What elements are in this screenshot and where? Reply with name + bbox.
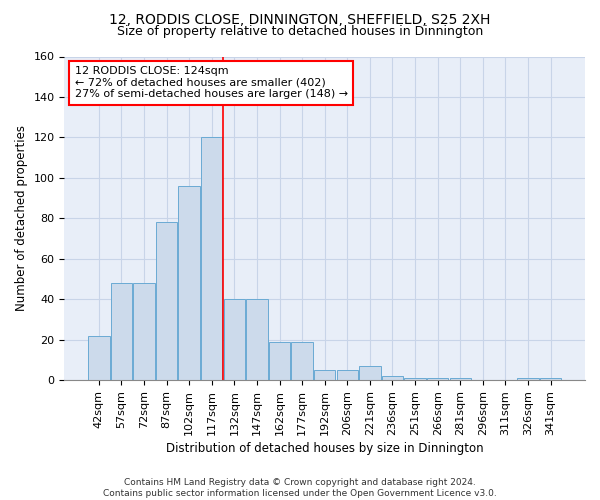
Bar: [110, 283, 132, 380]
Bar: [337, 370, 358, 380]
Y-axis label: Number of detached properties: Number of detached properties: [15, 126, 28, 312]
Bar: [540, 378, 562, 380]
Bar: [269, 342, 290, 380]
Bar: [133, 283, 155, 380]
Bar: [156, 222, 177, 380]
Bar: [314, 370, 335, 380]
Bar: [246, 300, 268, 380]
Bar: [201, 138, 223, 380]
Bar: [224, 300, 245, 380]
Bar: [427, 378, 448, 380]
Bar: [292, 342, 313, 380]
Text: 12, RODDIS CLOSE, DINNINGTON, SHEFFIELD, S25 2XH: 12, RODDIS CLOSE, DINNINGTON, SHEFFIELD,…: [109, 12, 491, 26]
Bar: [382, 376, 403, 380]
Bar: [404, 378, 426, 380]
Bar: [178, 186, 200, 380]
Bar: [88, 336, 110, 380]
Text: Contains HM Land Registry data © Crown copyright and database right 2024.
Contai: Contains HM Land Registry data © Crown c…: [103, 478, 497, 498]
Text: 12 RODDIS CLOSE: 124sqm
← 72% of detached houses are smaller (402)
27% of semi-d: 12 RODDIS CLOSE: 124sqm ← 72% of detache…: [75, 66, 348, 100]
Bar: [359, 366, 380, 380]
X-axis label: Distribution of detached houses by size in Dinnington: Distribution of detached houses by size …: [166, 442, 484, 455]
Bar: [517, 378, 539, 380]
Text: Size of property relative to detached houses in Dinnington: Size of property relative to detached ho…: [117, 25, 483, 38]
Bar: [449, 378, 471, 380]
